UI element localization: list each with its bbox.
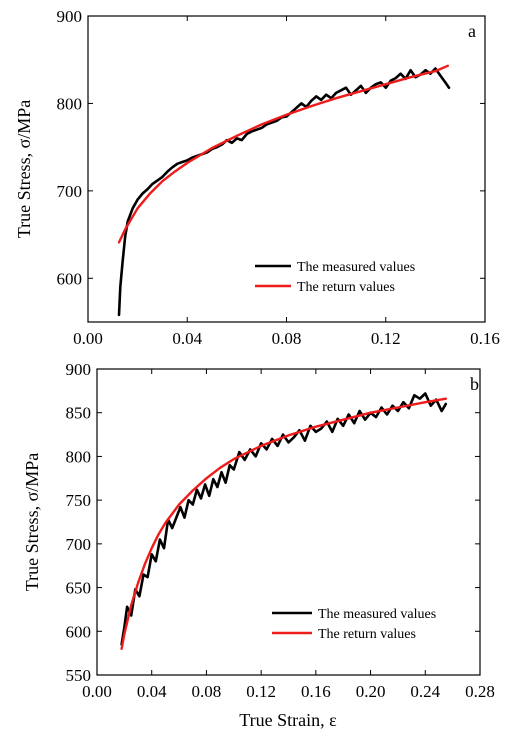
y-tick-label: 900 xyxy=(66,360,92,379)
x-tick-label: 0.00 xyxy=(73,329,103,348)
series-layer-b xyxy=(120,392,448,650)
y-axis-a: 600 700 800 900 xyxy=(57,7,485,288)
legend-b: The measured values The return values xyxy=(272,607,436,642)
series-line-measured xyxy=(120,392,448,646)
plot-frame-b xyxy=(96,368,481,676)
y-tick-label: 800 xyxy=(66,447,92,466)
y-tick-label: 600 xyxy=(66,622,92,641)
x-axis-a: 0.00 0.04 0.08 0.12 0.16 xyxy=(73,16,500,348)
y-tick-label: 650 xyxy=(66,579,92,598)
x-tick-label: 0.08 xyxy=(192,682,222,701)
panel-label-a: a xyxy=(468,21,476,41)
y-tick-label: 600 xyxy=(57,269,83,288)
legend-label: The return values xyxy=(318,627,416,642)
panel-label-b: b xyxy=(470,374,479,394)
x-axis-title: True Strain, ε xyxy=(239,710,337,730)
y-axis-title-b: True Stress, σ/MPa xyxy=(22,453,42,592)
x-tick-label: 0.28 xyxy=(465,682,495,701)
y-tick-label: 900 xyxy=(57,7,83,26)
y-tick-label: 700 xyxy=(57,182,83,201)
y-axis-title-a: True Stress, σ/MPa xyxy=(14,100,34,239)
legend-label: The measured values xyxy=(318,607,436,622)
plot-frame-a xyxy=(87,15,486,323)
y-tick-label: 700 xyxy=(66,535,92,554)
x-tick-label: 0.20 xyxy=(356,682,386,701)
legend-label: The measured values xyxy=(297,260,415,275)
y-tick-label: 550 xyxy=(66,666,92,685)
x-tick-label: 0.24 xyxy=(410,682,440,701)
x-tick-label: 0.04 xyxy=(137,682,167,701)
legend-a: The measured values The return values xyxy=(255,260,415,295)
x-tick-label: 0.12 xyxy=(246,682,276,701)
x-tick-label: 0.00 xyxy=(82,682,112,701)
x-tick-label: 0.04 xyxy=(172,329,202,348)
series-layer-a xyxy=(117,64,451,317)
y-tick-label: 850 xyxy=(66,404,92,423)
series-line-return xyxy=(117,64,449,244)
x-tick-label: 0.16 xyxy=(301,682,331,701)
chart-panel-a: 0.00 0.04 0.08 0.12 0.16 600 700 800 900 a True… xyxy=(14,7,500,348)
x-tick-label: 0.12 xyxy=(371,329,401,348)
legend-label: The return values xyxy=(297,280,395,295)
x-tick-label: 0.08 xyxy=(272,329,302,348)
y-tick-label: 800 xyxy=(57,94,83,113)
series-line-return xyxy=(120,397,447,650)
y-tick-label: 750 xyxy=(66,491,92,510)
chart-panel-b: 0.00 0.04 0.08 0.12 0.16 0.20 0.24 0.28 550 600 6… xyxy=(22,360,495,730)
y-axis-b: 550 600 650 700 750 800 850 900 xyxy=(66,360,480,685)
series-line-measured xyxy=(117,67,451,317)
x-axis-b: 0.00 0.04 0.08 0.12 0.16 0.20 0.24 0.28 xyxy=(82,369,495,701)
x-tick-label: 0.16 xyxy=(470,329,500,348)
